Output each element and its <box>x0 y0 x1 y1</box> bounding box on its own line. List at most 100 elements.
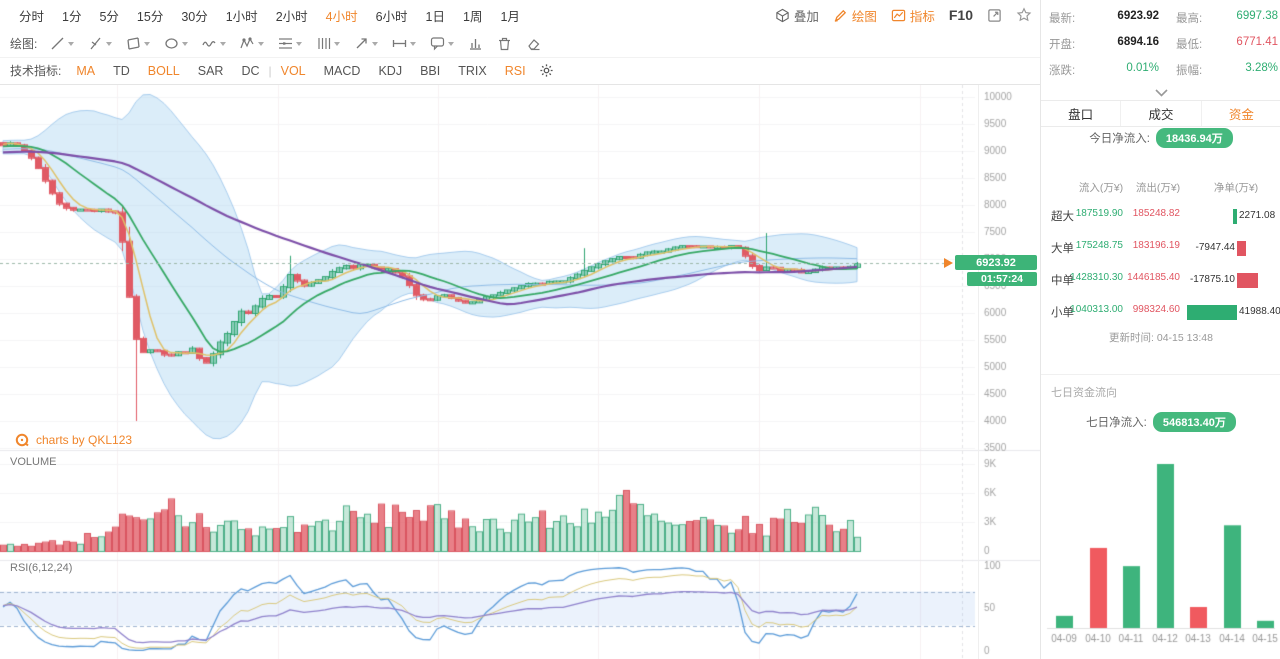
chart-actions: 叠加 绘图 指标 F10 <box>775 0 1032 30</box>
net-bar <box>1187 305 1237 320</box>
indicator-rsi[interactable]: RSI <box>504 63 526 78</box>
indicator-td[interactable]: TD <box>113 63 130 78</box>
draw-button[interactable]: 绘图 <box>833 6 877 25</box>
inflow-value: 1428310.30 <box>1070 272 1123 283</box>
draw-label: 绘图 <box>851 9 877 24</box>
current-price-badge: 6923.92 <box>955 255 1037 270</box>
net-bar <box>1237 273 1259 288</box>
overlay-button[interactable]: 叠加 <box>775 6 819 25</box>
trend-angle-tool[interactable] <box>81 36 119 51</box>
current-price-marker-icon <box>944 258 953 268</box>
interval-item[interactable]: 30分 <box>181 9 208 24</box>
trend-line-tool[interactable] <box>43 36 81 51</box>
seven-day-net-inflow-label: 七日净流入: <box>1086 417 1147 429</box>
interval-item-active[interactable]: 4小时 <box>325 9 358 24</box>
chevron-down-icon[interactable] <box>1155 84 1168 102</box>
update-time: 更新时间: 04-15 13:48 <box>1109 332 1213 344</box>
f10-button[interactable]: F10 <box>948 7 973 23</box>
measure-icon <box>392 36 407 51</box>
stats-icon <box>468 36 483 51</box>
measure-tool[interactable] <box>385 36 423 51</box>
interval-item[interactable]: 5分 <box>99 9 119 24</box>
draw-toolbar-label: 绘图: <box>10 37 38 51</box>
price-chart-canvas[interactable] <box>0 85 1040 659</box>
seven-day-net-inflow-badge: 546813.40万 <box>1152 412 1236 432</box>
high-label: 最高: <box>1176 13 1203 25</box>
low-value: 6771.41 <box>1236 36 1278 48</box>
net-cell: -7947.44 <box>1189 241 1279 256</box>
interval-item[interactable]: 6小时 <box>375 9 408 24</box>
indicator-vol[interactable]: VOL <box>280 63 306 78</box>
delete-drawings-tool[interactable] <box>490 36 519 51</box>
trend-line-icon <box>50 36 65 51</box>
comment-icon <box>430 36 445 51</box>
interval-item[interactable]: 15分 <box>136 9 164 24</box>
draw-tools <box>43 36 548 51</box>
net-cell: 2271.08 <box>1189 209 1279 224</box>
eraser-tool[interactable] <box>519 36 548 51</box>
candle-countdown-badge: 01:57:24 <box>967 272 1037 286</box>
open-label: 开盘: <box>1049 39 1076 51</box>
interval-item[interactable]: 1小时 <box>225 9 258 24</box>
table-row-large: 大单 175248.75 183196.19 -7947.44 <box>1041 240 1280 258</box>
arrow-tool[interactable] <box>347 36 385 51</box>
indicator-bbi[interactable]: BBI <box>420 63 441 78</box>
latest-value: 6923.92 <box>1117 10 1159 22</box>
ellipse-tool[interactable] <box>157 36 195 51</box>
inflow-header: 流入(万¥) <box>1078 182 1124 194</box>
net-cell: -17875.10 <box>1189 273 1279 288</box>
pattern-icon <box>240 36 255 51</box>
gann-tool[interactable] <box>309 36 347 51</box>
interval-item[interactable]: 1周 <box>463 9 483 24</box>
interval-item[interactable]: 1月 <box>500 9 520 24</box>
amplitude-label: 振幅: <box>1176 65 1203 77</box>
fibonacci-tool[interactable] <box>271 36 309 51</box>
indicator-boll[interactable]: BOLL <box>147 63 180 78</box>
interval-item[interactable]: 分时 <box>19 9 45 24</box>
stat-row: 开盘: 6894.16 最低: 6771.41 <box>1041 36 1280 56</box>
row-name: 超大 <box>1051 211 1074 223</box>
wave-tool[interactable] <box>195 36 233 51</box>
note-tool[interactable] <box>423 36 461 51</box>
caret-down-icon <box>334 41 341 46</box>
net-value: 2271.08 <box>1239 210 1276 221</box>
net-value: 41988.40 <box>1239 306 1280 317</box>
tab-trades[interactable]: 成交 <box>1121 101 1202 126</box>
overlay-label: 叠加 <box>793 9 819 24</box>
stats-tool[interactable] <box>461 36 490 51</box>
indicator-sar[interactable]: SAR <box>197 63 224 78</box>
channel-tool[interactable] <box>119 36 157 51</box>
indicator-separator: | <box>268 63 272 78</box>
low-label: 最低: <box>1176 39 1203 51</box>
indicator-toolbar: 技术指标: MA TD BOLL SAR DC | VOL MACD KDJ B… <box>0 57 1040 85</box>
amplitude-value: 3.28% <box>1245 62 1278 74</box>
outflow-value: 183196.19 <box>1132 240 1180 251</box>
tab-order-book[interactable]: 盘口 <box>1041 101 1122 126</box>
indicator-settings-gear-icon[interactable] <box>535 63 554 78</box>
fullscreen-icon[interactable] <box>987 8 1002 23</box>
interval-item[interactable]: 1日 <box>425 9 445 24</box>
indicator-dc[interactable]: DC <box>241 63 260 78</box>
indicator-trix[interactable]: TRIX <box>458 63 487 78</box>
qkl123-logo-icon <box>14 432 30 448</box>
interval-item[interactable]: 1分 <box>62 9 82 24</box>
net-bar <box>1233 209 1237 224</box>
market-side-panel: 最新: 6923.92 最高: 6997.38 开盘: 6894.16 最低: … <box>1040 0 1280 659</box>
indicator-kdj[interactable]: KDJ <box>378 63 403 78</box>
net-value: -17875.10 <box>1189 274 1235 285</box>
stat-row: 最新: 6923.92 最高: 6997.38 <box>1041 10 1280 30</box>
panel-tabs: 盘口 成交 资金 <box>1041 100 1280 127</box>
fibonacci-icon <box>278 36 293 51</box>
indicator-macd[interactable]: MACD <box>323 63 361 78</box>
indicator-ma[interactable]: MA <box>76 63 96 78</box>
interval-item[interactable]: 2小时 <box>275 9 308 24</box>
indicators-button[interactable]: 指标 <box>891 6 935 25</box>
latest-label: 最新: <box>1049 13 1076 25</box>
caret-down-icon <box>144 41 151 46</box>
flow-table-header: 流入(万¥) 流出(万¥) 净单(万¥) <box>1041 180 1280 196</box>
favorite-star-icon[interactable] <box>1016 7 1032 23</box>
row-name: 中单 <box>1051 275 1074 287</box>
tab-funds[interactable]: 资金 <box>1228 108 1254 122</box>
rsi-pane-label: RSI(6,12,24) <box>10 562 73 574</box>
pattern-tool[interactable] <box>233 36 271 51</box>
